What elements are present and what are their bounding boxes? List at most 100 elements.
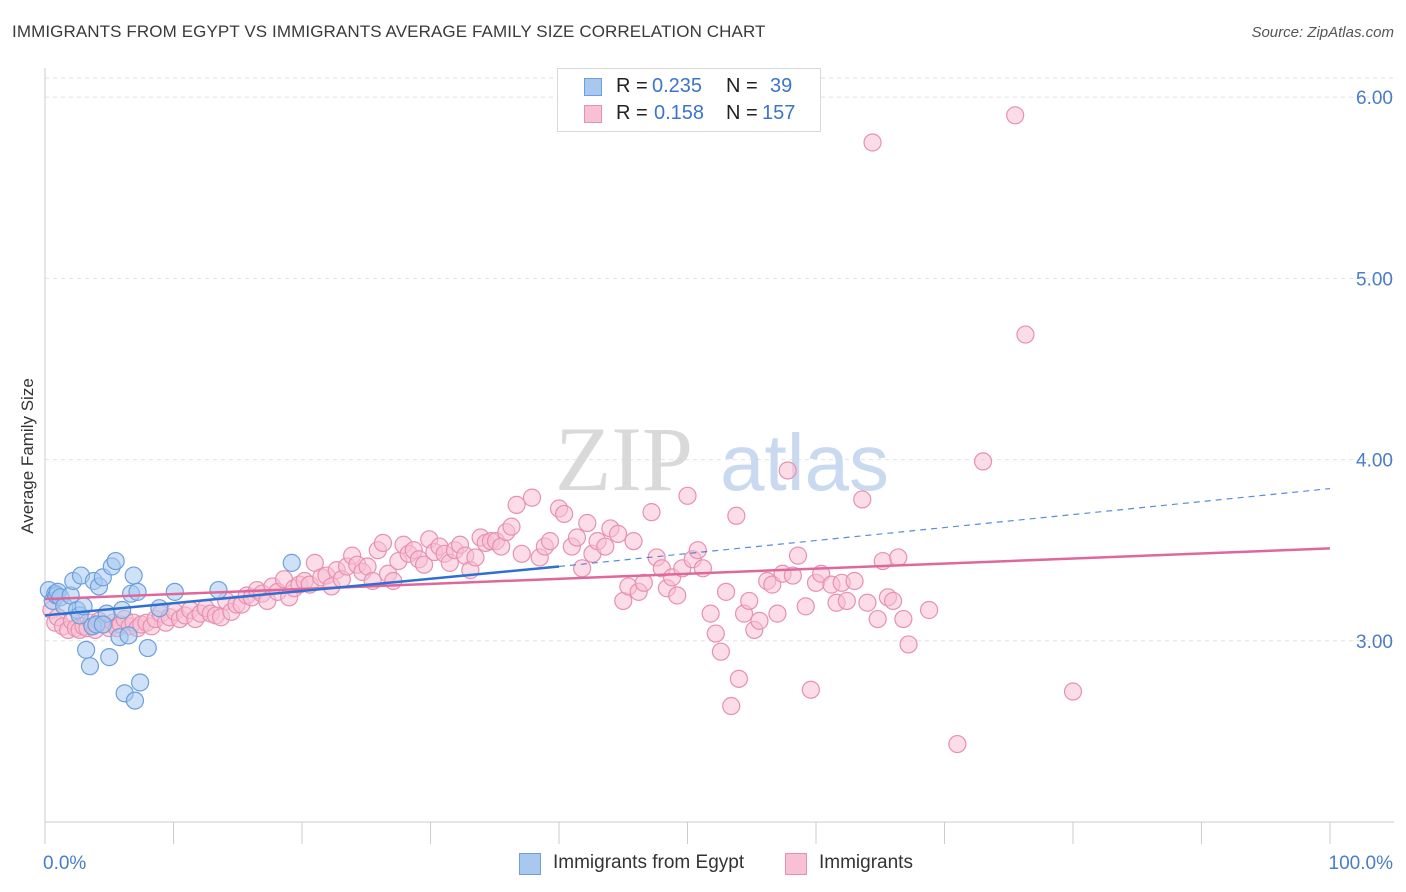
y-tick-label: 6.00	[1356, 88, 1393, 109]
egypt-point	[106, 551, 125, 571]
immigrants-point	[512, 544, 531, 563]
egypt-trend-extension	[558, 487, 1331, 568]
x-tick-label: 100.0%	[1329, 853, 1394, 874]
immigrants-point	[678, 486, 697, 505]
y-tick-label: 5.00	[1356, 269, 1393, 290]
immigrants-point	[624, 532, 643, 551]
immigrants-point	[796, 597, 815, 616]
watermark-zip: ZIP	[555, 408, 693, 510]
immigrants-point	[414, 555, 434, 574]
immigrants-point	[778, 461, 797, 480]
immigrants-point	[711, 642, 731, 661]
egypt-trend-line	[44, 565, 560, 617]
egypt-point	[150, 599, 169, 618]
immigrants-point	[973, 452, 993, 471]
immigrants-point	[1063, 682, 1083, 701]
egypt-point	[282, 553, 301, 572]
immigrants-point	[868, 609, 887, 629]
trend-lines	[44, 487, 1331, 617]
immigrants-point	[642, 503, 661, 522]
egypt-point	[128, 582, 147, 601]
immigrants-point	[783, 566, 802, 585]
immigrants-point	[788, 546, 808, 565]
immigrants-point	[722, 696, 741, 716]
immigrants-point	[596, 537, 615, 556]
y-tick-label: 3.00	[1356, 632, 1393, 653]
bottom-legend-label-immigrants: Immigrants	[819, 852, 913, 873]
immigrants-point	[688, 541, 707, 560]
egypt-point	[77, 640, 96, 659]
immigrants-point	[919, 600, 939, 620]
immigrants-point	[889, 548, 908, 567]
y-tick-label: 4.00	[1356, 451, 1393, 472]
immigrants-point	[540, 532, 560, 551]
egypt-point	[138, 638, 157, 658]
immigrants-point	[948, 734, 967, 754]
immigrants-trend-line	[44, 547, 1331, 601]
immigrants-point	[837, 591, 856, 611]
immigrants-point	[466, 548, 485, 567]
immigrants-point	[373, 533, 393, 553]
immigrants-point	[555, 504, 574, 524]
immigrants-point	[668, 586, 687, 605]
immigrants-point	[573, 559, 592, 578]
bottom-legend-label-egypt: Immigrants from Egypt	[553, 852, 745, 873]
x-tick-label: 0.0%	[43, 853, 86, 874]
immigrants-point	[727, 506, 746, 525]
chart-title: IMMIGRANTS FROM EGYPT VS IMMIGRANTS AVER…	[12, 22, 766, 41]
immigrants-point	[768, 604, 787, 623]
egypt-point	[93, 615, 112, 634]
y-axis-label: Average Family Size	[18, 378, 37, 534]
immigrants-point	[507, 495, 526, 514]
egypt-point	[165, 582, 184, 601]
egypt-point	[124, 566, 143, 585]
immigrants-point	[858, 593, 877, 612]
bottom-legend-swatch-egypt	[519, 853, 541, 875]
legend-r-value: 0.235	[652, 75, 703, 97]
egypt-point	[100, 648, 119, 667]
immigrants-point	[567, 528, 587, 547]
immigrants-point	[1006, 106, 1025, 125]
egypt-point	[112, 600, 132, 620]
legend-swatch-immigrants	[584, 105, 602, 123]
immigrants-point	[716, 582, 736, 601]
egypt-point	[119, 626, 138, 645]
source-label: Source: ZipAtlas.com	[1251, 24, 1394, 41]
immigrants-point	[863, 133, 882, 152]
immigrants-point	[740, 591, 759, 611]
egypt-point	[130, 673, 150, 692]
correlation-legend: R = 0.235 N = 39 R = 0.158 N = 157	[557, 68, 821, 132]
immigrants-point	[578, 513, 597, 533]
watermark: ZIP atlas	[555, 408, 889, 510]
data-points	[39, 106, 1083, 754]
grid-lines	[45, 77, 1394, 642]
egypt-point	[80, 657, 100, 676]
immigrants-point	[845, 571, 864, 591]
immigrants-point	[801, 680, 820, 699]
legend-n-value: 157	[762, 102, 796, 124]
legend-n-value: 39	[770, 75, 793, 97]
immigrants-point	[883, 591, 903, 611]
egypt-point	[209, 580, 228, 600]
immigrants-point	[701, 604, 720, 623]
legend-r-value: 0.158	[654, 102, 705, 124]
legend-r-label: R =	[616, 75, 648, 97]
axes: 3.00 4.00 5.00 6.00 0.0% 100.0%	[43, 68, 1394, 874]
bottom-legend-swatch-immigrants	[785, 853, 807, 875]
immigrants-point	[729, 669, 749, 688]
legend-n-label: N =	[726, 102, 758, 124]
legend-n-label: N =	[726, 75, 758, 97]
immigrants-point	[706, 624, 725, 643]
egypt-point	[125, 691, 145, 710]
immigrants-point	[1016, 325, 1035, 344]
legend-r-label: R =	[616, 102, 648, 124]
immigrants-point	[609, 524, 628, 543]
immigrants-point	[502, 517, 521, 536]
immigrants-point	[522, 488, 542, 507]
legend-swatch-egypt	[584, 78, 602, 96]
immigrants-point	[899, 635, 918, 654]
immigrants-point	[750, 611, 769, 630]
immigrants-point	[853, 490, 872, 509]
immigrants-point	[894, 609, 913, 629]
